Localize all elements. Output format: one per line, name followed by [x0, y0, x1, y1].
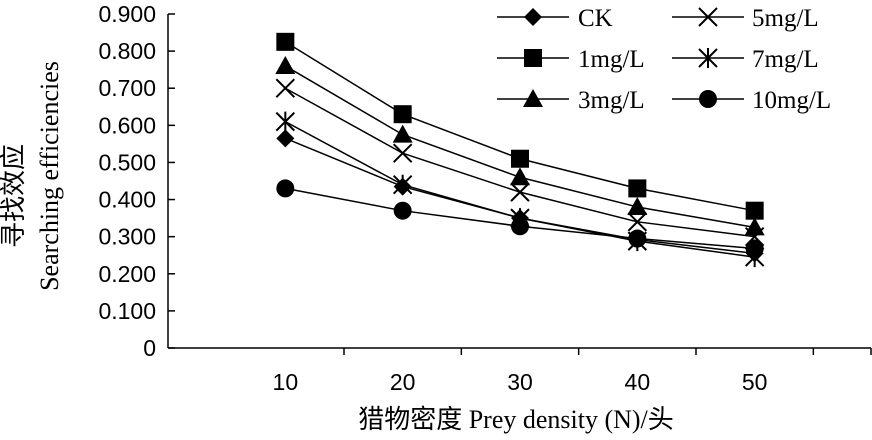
- series-line-1mg-l: [284, 41, 755, 212]
- legend-marker: [523, 89, 543, 107]
- series-layer: [275, 32, 765, 268]
- axes: 0 0.100 0.200 0.300 0.400 0.500 0.600 0.700 0.80…: [98, 1, 872, 395]
- series-5mg-l: [275, 78, 765, 247]
- data-point-10mg-l: [628, 229, 647, 248]
- y-tick-label: 0.700: [98, 75, 156, 101]
- data-point-7mg-l: [392, 174, 413, 195]
- legend-entry-7mg-l: 7mg/L: [672, 46, 819, 73]
- y-tick-label: 0.300: [98, 224, 156, 250]
- data-point-1mg-l: [745, 201, 764, 220]
- legend-marker: [699, 90, 717, 108]
- series-10mg-l: [276, 179, 764, 258]
- y-tick-label: 0.400: [98, 187, 156, 213]
- y-tick-label: 0: [143, 335, 156, 361]
- y-axis-title-chinese: 寻找效应: [0, 144, 28, 248]
- data-point-1mg-l: [628, 179, 647, 198]
- series-line-3mg-l: [284, 65, 755, 229]
- legend-entry-1mg-l: 1mg/L: [497, 46, 645, 73]
- legend-label: 5mg/L: [752, 5, 819, 32]
- legend-marker: [698, 48, 718, 68]
- data-point-1mg-l: [511, 149, 529, 168]
- data-point-1mg-l: [276, 32, 295, 51]
- data-point-5mg-l: [510, 182, 530, 202]
- legend-label: 1mg/L: [578, 46, 645, 73]
- legend-label: 7mg/L: [752, 46, 819, 73]
- x-tick-label: 50: [742, 369, 768, 395]
- y-axis-title-english: Searching efficiencies: [35, 61, 64, 291]
- legend: CK 5mg/L 1mg/L 7mg/L 3mg/L 10mg/L: [497, 5, 831, 114]
- data-point-5mg-l: [275, 78, 296, 98]
- data-point-3mg-l: [392, 124, 413, 143]
- series-3mg-l: [275, 55, 765, 236]
- data-point-10mg-l: [745, 239, 764, 258]
- legend-label: 10mg/L: [752, 87, 831, 114]
- data-point-3mg-l: [275, 55, 296, 74]
- x-tick-label: 20: [390, 369, 416, 395]
- y-tick-label: 0.900: [98, 1, 156, 27]
- data-point-1mg-l: [393, 105, 412, 124]
- x-axis-title: 猎物密度 Prey density (N)/头: [358, 405, 674, 434]
- y-tick-label: 0.100: [98, 298, 156, 324]
- legend-entry-5mg-l: 5mg/L: [672, 5, 819, 32]
- legend-label: CK: [578, 5, 613, 32]
- data-point-10mg-l: [511, 217, 529, 236]
- data-point-10mg-l: [393, 201, 412, 220]
- legend-marker: [698, 7, 718, 27]
- y-tick-label: 0.800: [98, 38, 156, 64]
- data-point-5mg-l: [627, 212, 648, 232]
- legend-entry-ck: CK: [497, 5, 613, 32]
- x-tick-label: 30: [507, 369, 533, 395]
- data-point-7mg-l: [275, 111, 296, 132]
- series-1mg-l: [276, 32, 764, 220]
- data-point-10mg-l: [276, 179, 295, 198]
- y-tick-label: 0.600: [98, 112, 156, 138]
- data-point-5mg-l: [392, 143, 413, 163]
- legend-marker: [524, 8, 542, 26]
- data-point-ck: [276, 129, 295, 148]
- data-point-3mg-l: [627, 196, 648, 215]
- y-tick-label: 0.200: [98, 261, 156, 287]
- legend-entry-3mg-l: 3mg/L: [497, 87, 645, 114]
- y-tick-label: 0.500: [98, 149, 156, 175]
- series-line-7mg-l: [284, 120, 755, 258]
- legend-label: 3mg/L: [578, 87, 645, 114]
- x-tick-label: 10: [273, 369, 299, 395]
- legend-marker: [524, 49, 542, 67]
- data-point-3mg-l: [744, 217, 765, 236]
- legend-entry-10mg-l: 10mg/L: [672, 87, 831, 114]
- data-point-3mg-l: [510, 167, 530, 186]
- x-tick-label: 40: [625, 369, 651, 395]
